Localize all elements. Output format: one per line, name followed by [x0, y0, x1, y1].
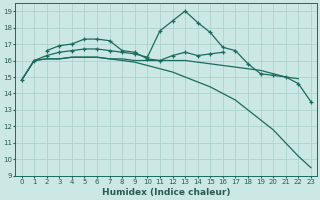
X-axis label: Humidex (Indice chaleur): Humidex (Indice chaleur) [102, 188, 230, 197]
